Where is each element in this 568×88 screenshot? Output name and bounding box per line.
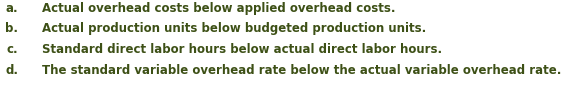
Text: Actual production units below budgeted production units.: Actual production units below budgeted p… xyxy=(42,23,426,35)
Text: The standard variable overhead rate below the actual variable overhead rate.: The standard variable overhead rate belo… xyxy=(42,64,561,76)
Text: Actual overhead costs below applied overhead costs.: Actual overhead costs below applied over… xyxy=(42,2,395,15)
Text: c.: c. xyxy=(6,43,18,56)
Text: d.: d. xyxy=(5,64,18,76)
Text: b.: b. xyxy=(5,23,18,35)
Text: a.: a. xyxy=(5,2,18,15)
Text: Standard direct labor hours below actual direct labor hours.: Standard direct labor hours below actual… xyxy=(42,43,442,56)
